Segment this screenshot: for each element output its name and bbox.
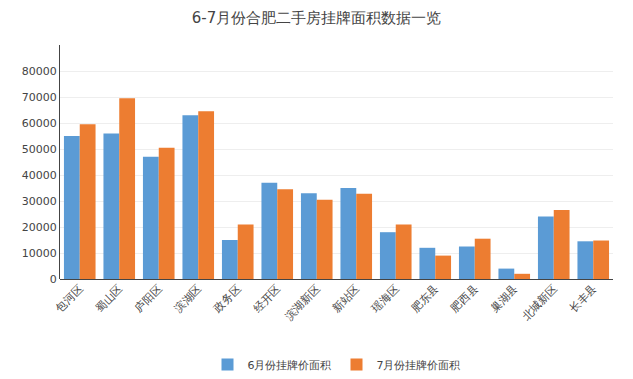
svg-text:60000: 60000	[22, 117, 57, 130]
svg-text:6月份挂牌价面积: 6月份挂牌价面积	[248, 359, 332, 372]
svg-text:30000: 30000	[22, 195, 57, 208]
svg-text:7月份挂牌价面积: 7月份挂牌价面积	[377, 359, 461, 372]
svg-text:庐阳区: 庐阳区	[132, 282, 165, 315]
svg-text:北城新区: 北城新区	[519, 282, 559, 322]
svg-text:70000: 70000	[22, 91, 57, 104]
svg-text:80000: 80000	[22, 65, 57, 78]
svg-text:巢湖县: 巢湖县	[488, 282, 521, 315]
svg-text:瑶海区: 瑶海区	[369, 282, 402, 315]
svg-text:0: 0	[50, 273, 57, 286]
svg-text:滨湖区: 滨湖区	[172, 282, 205, 315]
svg-text:50000: 50000	[22, 143, 57, 156]
svg-text:40000: 40000	[22, 169, 57, 182]
svg-text:蜀山区: 蜀山区	[93, 282, 126, 315]
svg-text:包河区: 包河区	[53, 282, 86, 315]
svg-text:滨湖新区: 滨湖新区	[282, 282, 322, 322]
svg-text:新站区: 新站区	[330, 282, 363, 315]
svg-text:政务区: 政务区	[211, 282, 244, 315]
svg-text:肥东县: 肥东县	[409, 282, 442, 315]
svg-text:6-7月份合肥二手房挂牌面积数据一览: 6-7月份合肥二手房挂牌面积数据一览	[192, 9, 442, 27]
svg-text:肥西县: 肥西县	[448, 282, 481, 315]
svg-text:10000: 10000	[22, 247, 57, 260]
svg-text:长丰县: 长丰县	[567, 282, 600, 315]
svg-text:20000: 20000	[22, 221, 57, 234]
svg-text:经开区: 经开区	[251, 282, 284, 315]
